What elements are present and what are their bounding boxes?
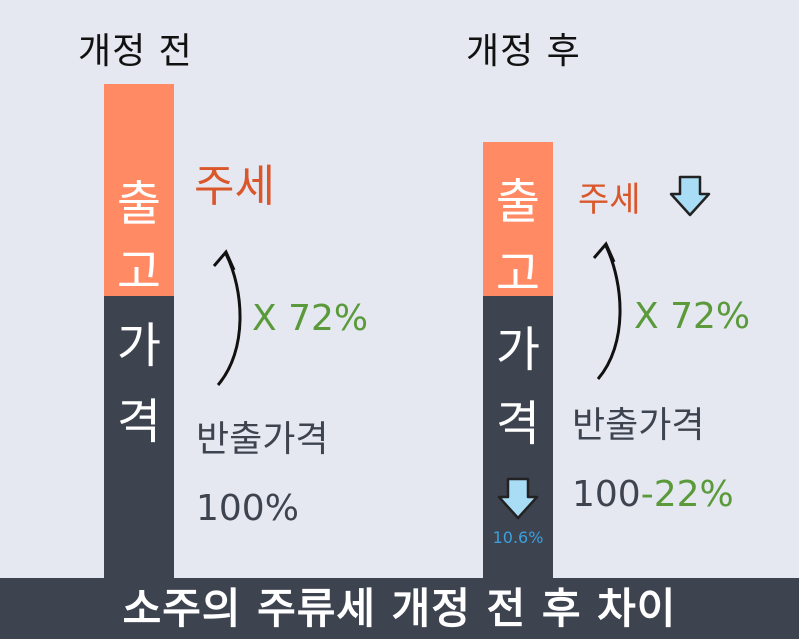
left-bar-char-4: 격 <box>116 394 162 450</box>
right-bar-reduction: 10.6% <box>492 528 544 547</box>
right-tax-label: 주세 <box>578 180 641 220</box>
left-bar-tax-segment <box>104 84 174 296</box>
right-base-value-reduction: -22% <box>640 474 734 515</box>
right-base-value-prefix: 100 <box>572 474 641 515</box>
right-bar-price-segment <box>483 296 553 578</box>
down-arrow-icon <box>497 477 539 520</box>
right-bar-char-3: 가 <box>495 322 541 378</box>
right-bar-char-4: 격 <box>495 396 541 452</box>
right-base-value: 100-22% <box>572 474 734 515</box>
left-title: 개정 전 <box>78 31 193 72</box>
right-bar-char-1: 출 <box>495 174 541 230</box>
footer-caption: 소주의 주류세 개정 전 후 차이 <box>0 578 799 639</box>
right-multiplier-label: X 72% <box>634 296 751 337</box>
left-base-label: 반출가격 <box>196 419 329 460</box>
left-bar-char-1: 출 <box>116 176 162 232</box>
left-multiplier-label: X 72% <box>252 298 369 339</box>
curved-arrow-icon <box>212 249 242 386</box>
left-bar-char-3: 가 <box>116 318 162 374</box>
right-bar-char-2: 고 <box>495 246 541 302</box>
right-title: 개정 후 <box>466 31 581 72</box>
right-bar-tax-segment <box>483 142 553 296</box>
left-tax-label: 주세 <box>194 161 275 212</box>
right-base-label: 반출가격 <box>572 405 705 446</box>
left-bar-char-2: 고 <box>116 244 162 300</box>
left-bar-price-segment <box>104 296 174 578</box>
down-arrow-icon <box>669 175 711 217</box>
left-base-value: 100% <box>196 488 299 529</box>
curved-arrow-icon <box>592 241 622 380</box>
